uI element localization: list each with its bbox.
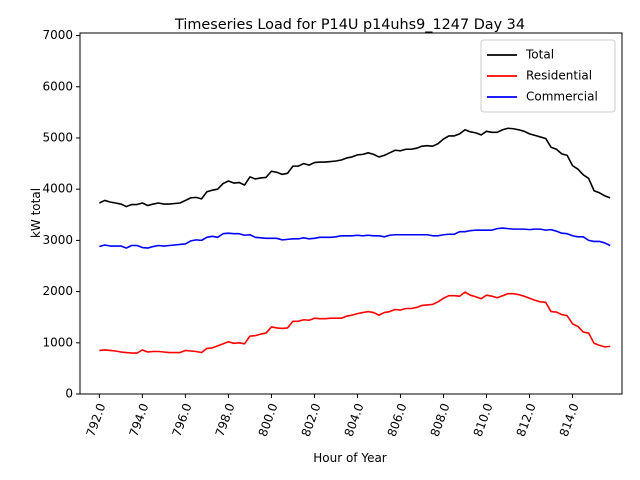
legend-label-residential: Residential xyxy=(526,69,592,83)
legend-box xyxy=(480,39,616,113)
y-tick-label: 6000 xyxy=(42,79,73,93)
series-group xyxy=(99,127,611,354)
x-tick-label: 808.0 xyxy=(428,401,453,438)
x-tick-label: 792.0 xyxy=(84,401,109,438)
series-line-residential xyxy=(99,291,611,354)
y-tick-label: 2000 xyxy=(42,284,73,298)
y-axis-label: kW total xyxy=(29,188,43,238)
y-tick-label: 1000 xyxy=(42,335,73,349)
x-tick-label: 798.0 xyxy=(213,401,238,438)
x-tick-label: 796.0 xyxy=(170,401,195,438)
legend: Total Residential Commercial xyxy=(480,39,616,113)
legend-label-total: Total xyxy=(525,48,554,62)
y-tick-label: 3000 xyxy=(42,233,73,247)
chart-title: Timeseries Load for P14U p14uhs9_1247 Da… xyxy=(174,17,525,33)
x-tick-label: 814.0 xyxy=(557,401,582,438)
y-tick-label: 5000 xyxy=(42,130,73,144)
y-axis: 0 1000 2000 3000 4000 5000 6000 7000 xyxy=(42,28,80,401)
legend-label-commercial: Commercial xyxy=(526,90,598,104)
x-tick-label: 810.0 xyxy=(471,401,496,438)
x-tick-label: 794.0 xyxy=(127,401,152,438)
x-tick-label: 804.0 xyxy=(342,401,367,438)
plot-frame xyxy=(79,32,623,395)
x-axis-label: Hour of Year xyxy=(313,451,387,465)
x-tick-label: 802.0 xyxy=(299,401,324,438)
series-line-commercial xyxy=(99,227,611,249)
series-line-total xyxy=(99,127,611,208)
y-tick-label: 0 xyxy=(65,387,73,401)
y-tick-label: 4000 xyxy=(42,182,73,196)
x-axis: 792.0 794.0 796.0 798.0 800.0 802.0 804.0 806.0… xyxy=(84,394,582,439)
x-tick-label: 800.0 xyxy=(256,401,281,438)
y-tick-label: 7000 xyxy=(42,28,73,42)
x-tick-label: 806.0 xyxy=(385,401,410,438)
x-tick-label: 812.0 xyxy=(514,401,539,438)
